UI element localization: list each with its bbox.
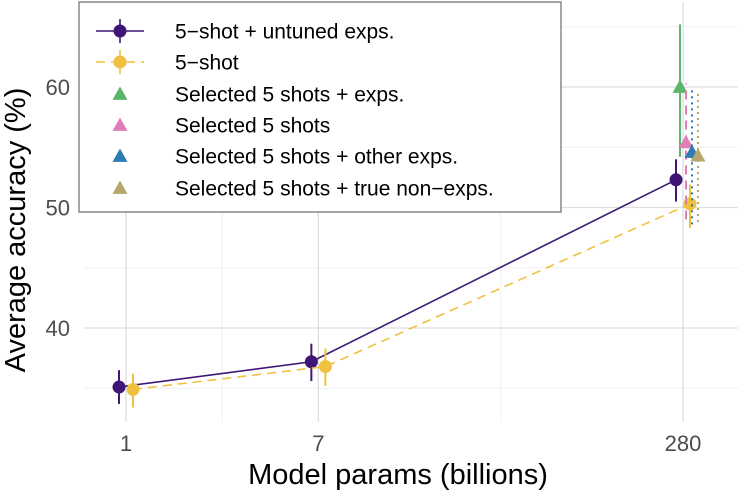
series-3 bbox=[678, 83, 694, 220]
legend-item: Selected 5 shots bbox=[112, 115, 330, 138]
data-point bbox=[304, 355, 318, 369]
series-2 bbox=[672, 24, 688, 157]
data-point bbox=[672, 79, 688, 93]
legend-key-marker bbox=[112, 180, 128, 194]
x-axis-title: Model params (billions) bbox=[248, 459, 548, 491]
legend-key-marker bbox=[112, 148, 128, 162]
legend-key-marker bbox=[113, 55, 127, 69]
y-tick-label: 60 bbox=[46, 75, 70, 100]
data-point bbox=[112, 380, 126, 394]
series-5 bbox=[690, 91, 706, 222]
legend-item: Selected 5 shots + exps. bbox=[112, 84, 404, 107]
series-line bbox=[132, 203, 691, 391]
data-point bbox=[669, 173, 683, 187]
x-tick-label: 7 bbox=[312, 431, 324, 456]
y-tick-label: 40 bbox=[46, 316, 70, 341]
legend-label: Selected 5 shots + other exps. bbox=[175, 146, 458, 169]
series-layer bbox=[112, 24, 706, 408]
series-1 bbox=[126, 184, 697, 408]
x-tick-label: 280 bbox=[665, 431, 702, 456]
data-point bbox=[678, 134, 694, 149]
y-axis-title: Average accuracy (%) bbox=[0, 88, 32, 373]
legend-label: Selected 5 shots + exps. bbox=[175, 84, 404, 107]
legend-items: 5−shot + untuned exps. 5−shot Selected 5 s… bbox=[96, 19, 494, 201]
legend-item: Selected 5 shots + other exps. bbox=[112, 146, 458, 169]
legend-label: Selected 5 shots bbox=[175, 115, 330, 138]
legend: 5−shot + untuned exps. 5−shot Selected 5 s… bbox=[78, 1, 562, 213]
legend-item: Selected 5 shots + true non−exps. bbox=[112, 178, 494, 201]
legend-item: 5−shot + untuned exps. bbox=[96, 19, 395, 44]
legend-label: 5−shot bbox=[175, 52, 239, 75]
legend-item: 5−shot bbox=[96, 50, 239, 75]
data-point bbox=[318, 360, 332, 374]
legend-key-marker bbox=[112, 86, 128, 100]
x-tick-label: 1 bbox=[120, 431, 132, 456]
tick-layer: 40 50 60 1 7 280 bbox=[46, 75, 702, 456]
data-point bbox=[690, 148, 706, 162]
legend-label: Selected 5 shots + true non−exps. bbox=[175, 178, 494, 201]
legend-key-marker bbox=[113, 24, 127, 38]
y-tick-label: 50 bbox=[46, 196, 70, 221]
legend-label: 5−shot + untuned exps. bbox=[175, 21, 395, 44]
series-0 bbox=[112, 159, 683, 404]
data-point bbox=[126, 382, 140, 396]
legend-box bbox=[78, 1, 562, 213]
legend-key-marker bbox=[112, 117, 128, 131]
